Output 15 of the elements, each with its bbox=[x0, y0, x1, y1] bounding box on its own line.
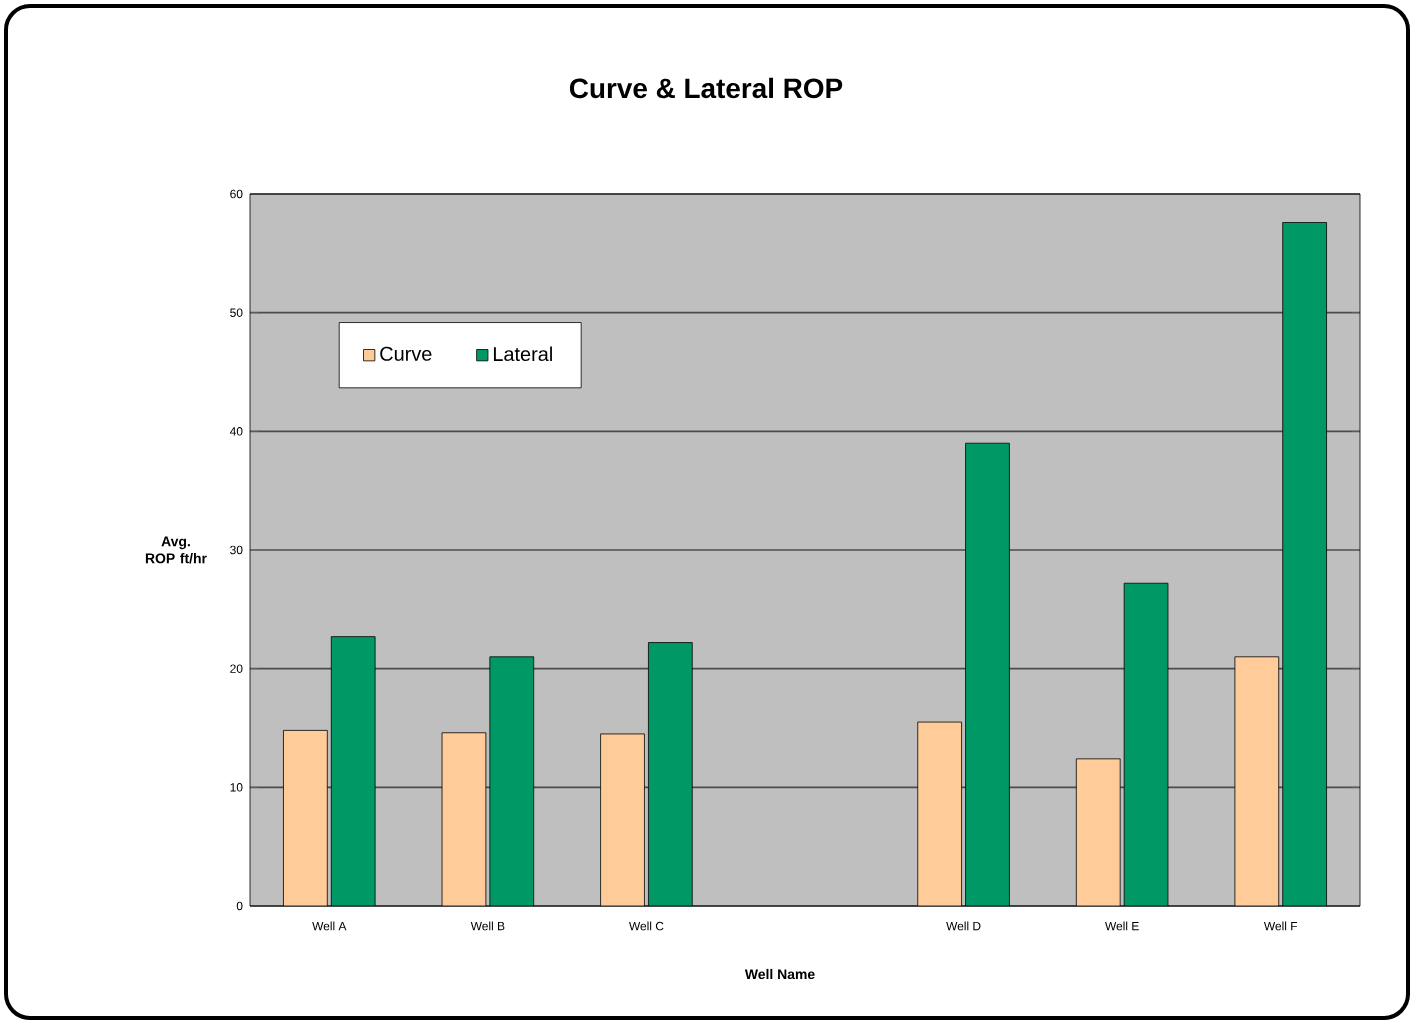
bar bbox=[330, 636, 376, 906]
bar bbox=[965, 442, 1010, 906]
bar bbox=[917, 721, 962, 906]
legend-label: Lateral bbox=[493, 346, 552, 362]
bar bbox=[489, 656, 535, 906]
bar bbox=[1123, 582, 1169, 906]
bar bbox=[600, 733, 645, 906]
bar bbox=[648, 642, 693, 906]
bar bbox=[283, 729, 328, 906]
bar bbox=[1075, 758, 1121, 906]
bar bbox=[1234, 656, 1280, 906]
chart-title: Curve & Lateral ROP bbox=[569, 77, 843, 99]
bar bbox=[1282, 222, 1327, 906]
legend-label: Curve bbox=[380, 346, 432, 361]
bar bbox=[441, 732, 487, 906]
